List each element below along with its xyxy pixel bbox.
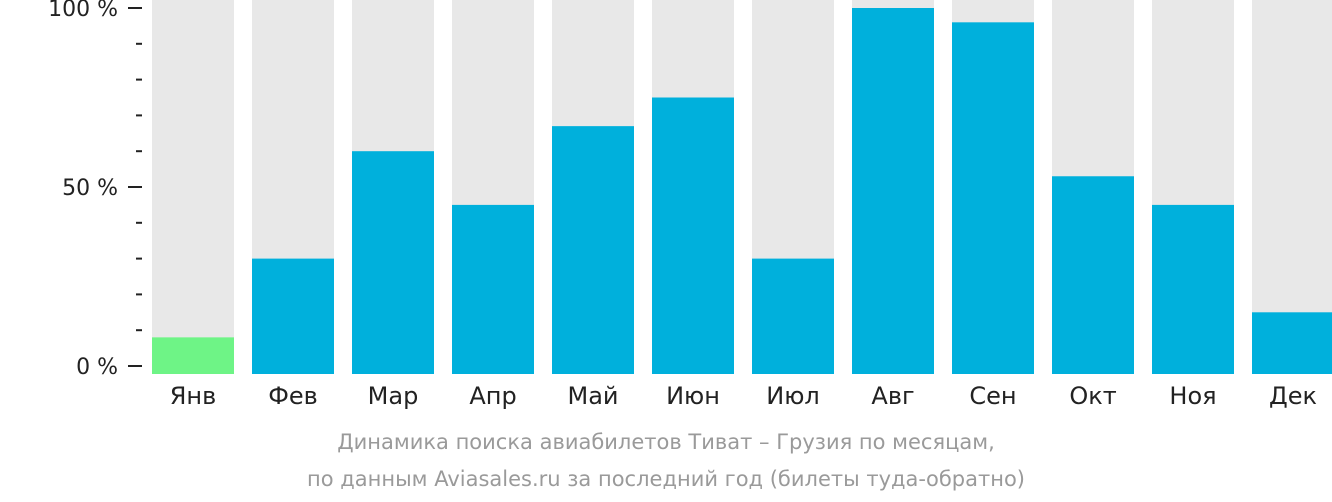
y-tick-label: 100 %	[48, 0, 118, 22]
chart-caption-line-2: по данным Aviasales.ru за последний год …	[307, 467, 1025, 491]
x-tick-label: Июл	[766, 382, 820, 410]
x-tick-label: Сен	[969, 382, 1016, 410]
bar	[1252, 312, 1332, 374]
x-tick-label: Июн	[666, 382, 720, 410]
bar	[552, 126, 634, 374]
x-tick-label: Апр	[469, 382, 516, 410]
x-tick-label: Дек	[1269, 382, 1317, 410]
bars	[152, 0, 1332, 374]
bar	[752, 258, 834, 374]
y-tick-label: 50 %	[62, 176, 118, 201]
x-tick-label: Мар	[368, 382, 419, 410]
bar	[652, 97, 734, 374]
y-axis: 0 % 50 % 100 %	[48, 0, 142, 380]
bar	[1052, 176, 1134, 374]
bar	[852, 8, 934, 374]
x-tick-label: Янв	[170, 382, 217, 410]
bar	[252, 258, 334, 374]
bar	[152, 337, 234, 374]
x-tick-label: Окт	[1069, 382, 1116, 410]
x-tick-label: Ноя	[1169, 382, 1216, 410]
x-tick-label: Май	[567, 382, 618, 410]
x-tick-label: Авг	[871, 382, 914, 410]
chart-caption-line-1: Динамика поиска авиабилетов Тиват – Груз…	[337, 430, 995, 454]
bar	[952, 22, 1034, 374]
y-tick-label: 0 %	[76, 355, 118, 380]
bar-track	[1252, 0, 1332, 374]
bar-chart: 0 % 50 % 100 % Янв Фев Мар Апр Май Июн Июл Авг Сен…	[48, 0, 1332, 410]
bar	[352, 151, 434, 374]
x-axis-labels: Янв Фев Мар Апр Май Июн Июл Авг Сен Окт Ноя Дек	[170, 382, 1317, 410]
bar	[1152, 204, 1234, 374]
bar	[452, 204, 534, 374]
bar-track	[152, 0, 234, 374]
x-tick-label: Фев	[268, 382, 318, 410]
